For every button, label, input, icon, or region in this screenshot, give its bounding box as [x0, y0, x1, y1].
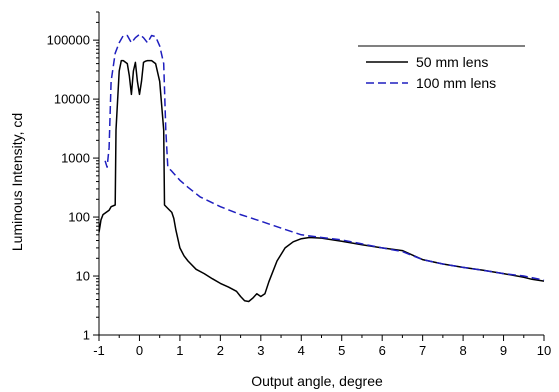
y-tick-label: 10 [76, 269, 90, 284]
y-axis-title: Luminous Intensity, cd [9, 113, 25, 251]
y-tick-label: 1000 [61, 151, 90, 166]
y-tick-label: 1 [83, 328, 90, 343]
x-tick-label: 3 [257, 343, 264, 358]
x-tick-label: 10 [537, 343, 551, 358]
tick-labels: -1 0 1 2 3 4 5 6 7 8 9 10 1 10 100 1000 10000 100000 [47, 33, 552, 358]
y-tick-label: 100000 [47, 33, 90, 48]
x-tick-label: 6 [379, 343, 386, 358]
x-tick-label: 2 [217, 343, 224, 358]
x-tick-label: 9 [500, 343, 507, 358]
x-tick-label: 1 [176, 343, 183, 358]
x-tick-label: 8 [459, 343, 466, 358]
legend-box [356, 45, 528, 97]
legend-label-100mm: 100 mm lens [416, 75, 496, 91]
x-tick-label: -1 [93, 343, 105, 358]
legend: 50 mm lens 100 mm lens [356, 45, 528, 97]
x-tick-label: 4 [298, 343, 305, 358]
legend-label-50mm: 50 mm lens [416, 54, 488, 70]
y-tick-label: 10000 [54, 92, 90, 107]
y-tick-label: 100 [68, 210, 90, 225]
x-tick-label: 5 [338, 343, 345, 358]
series-line-50mm [98, 59, 545, 303]
plot-area [98, 33, 545, 303]
x-axis-title: Output angle, degree [251, 373, 383, 389]
x-tick-label: 0 [136, 343, 143, 358]
x-tick-label: 7 [419, 343, 426, 358]
axes [93, 11, 545, 341]
